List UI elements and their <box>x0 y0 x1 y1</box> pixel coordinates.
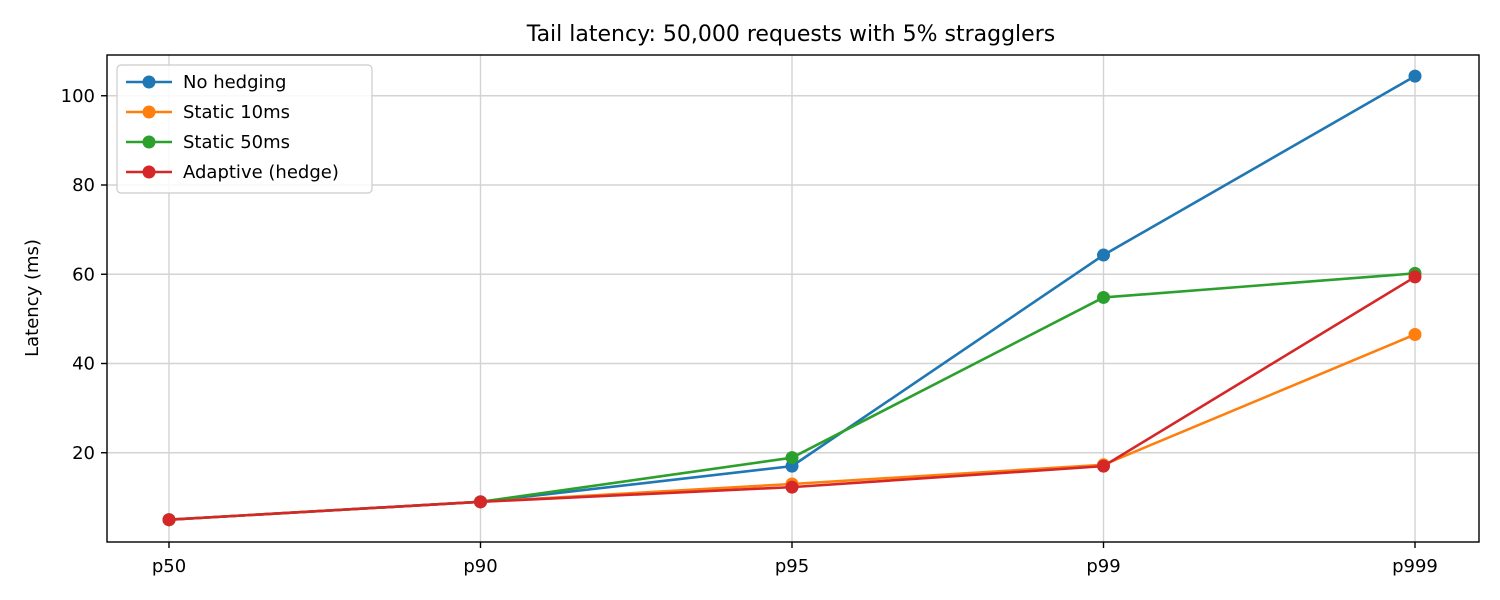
data-point <box>1408 69 1422 83</box>
series-layer <box>162 69 1422 527</box>
data-point <box>1408 270 1422 284</box>
y-tick-label: 20 <box>72 443 95 464</box>
x-tick-label: p95 <box>775 556 809 577</box>
data-point <box>785 451 799 465</box>
data-point <box>785 480 799 494</box>
series-adaptive-hedge- <box>162 270 1422 527</box>
y-axis-label: Latency (ms) <box>22 239 43 357</box>
chart-title: Tail latency: 50,000 requests with 5% st… <box>526 22 1055 47</box>
y-tick-label: 100 <box>61 86 95 107</box>
x-tick-label: p99 <box>1086 556 1120 577</box>
data-point <box>1408 327 1422 341</box>
legend-swatch-marker <box>142 165 156 179</box>
y-tick-label: 80 <box>72 175 95 196</box>
x-tick-label: p999 <box>1392 556 1438 577</box>
legend-label: Static 10ms <box>183 102 290 123</box>
x-tick-label: p90 <box>463 556 497 577</box>
data-point <box>1097 290 1110 304</box>
plot-frame <box>106 54 1480 543</box>
legend-swatch-marker <box>142 105 156 119</box>
legend-label: Adaptive (hedge) <box>183 162 339 183</box>
legend-box <box>116 64 373 194</box>
ticks-layer: p50 p90 p95 p99 p999 20 40 60 80 100 <box>61 86 1438 577</box>
data-point <box>162 513 176 527</box>
legend: No hedging Static 10ms Static 50ms Adaptive… <box>116 64 373 194</box>
legend-label: No hedging <box>183 72 286 93</box>
data-point <box>474 495 487 509</box>
y-tick-label: 60 <box>72 264 95 285</box>
data-point <box>1097 459 1110 473</box>
data-point <box>1097 248 1110 262</box>
legend-swatch-marker <box>142 135 156 149</box>
legend-swatch-marker <box>142 75 156 89</box>
y-tick-label: 40 <box>72 354 95 375</box>
x-tick-label: p50 <box>152 556 186 577</box>
legend-label: Static 50ms <box>183 132 290 153</box>
